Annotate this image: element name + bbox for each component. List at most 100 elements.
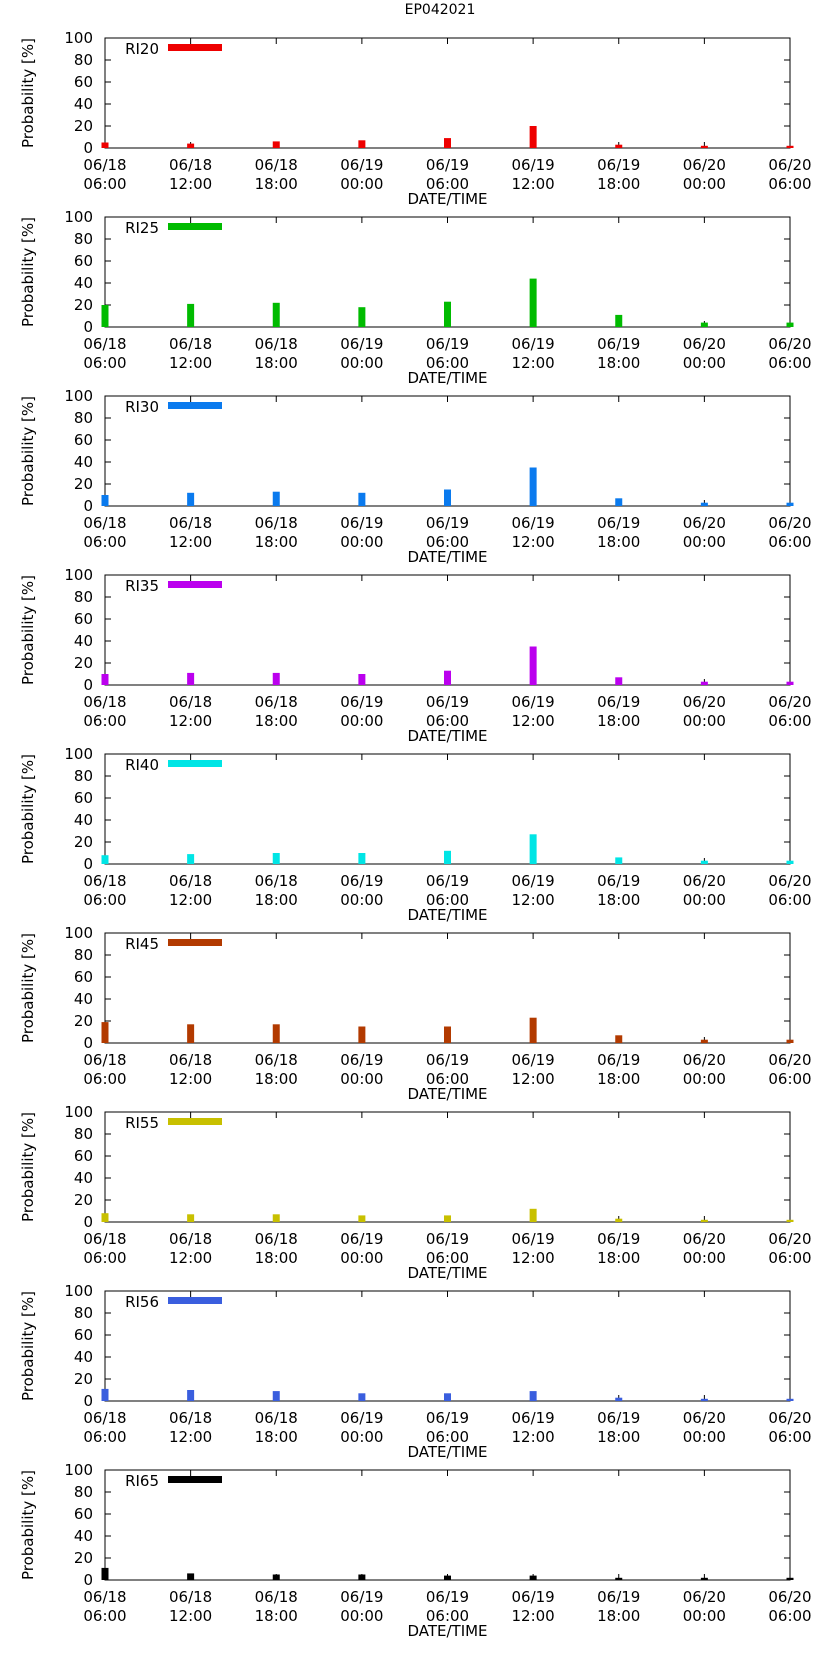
bar-ri65-1: [187, 1573, 195, 1580]
x-tick-label-date: 06/20: [683, 335, 726, 353]
x-tick-label-time: 06:00: [768, 1070, 811, 1088]
x-tick-label-time: 06:00: [426, 1249, 469, 1267]
x-tick-label-date: 06/19: [340, 1409, 383, 1427]
x-tick-label-time: 06:00: [768, 175, 811, 193]
legend-label: RI65: [125, 1472, 159, 1490]
x-tick-label-date: 06/18: [169, 514, 212, 532]
bar-ri30-4: [444, 489, 451, 506]
x-tick-label-date: 06/18: [255, 693, 298, 711]
x-tick-label-time: 18:00: [255, 1428, 298, 1446]
x-tick-label-time: 00:00: [683, 712, 726, 730]
x-tick-label-time: 12:00: [512, 1249, 555, 1267]
x-tick-label-time: 00:00: [340, 175, 383, 193]
y-tick-label: 0: [83, 139, 93, 157]
y-tick-label: 60: [74, 1326, 93, 1344]
y-tick-label: 80: [74, 51, 93, 69]
bar-ri65-2: [272, 1574, 280, 1580]
x-tick-label-date: 06/18: [169, 156, 212, 174]
x-tick-label-date: 06/19: [597, 1230, 640, 1248]
x-tick-label-date: 06/18: [255, 156, 298, 174]
x-tick-label-time: 06:00: [426, 1428, 469, 1446]
y-tick-label: 100: [64, 1103, 93, 1121]
bar-ri30-5: [529, 467, 537, 506]
x-tick-label-time: 18:00: [255, 712, 298, 730]
x-tick-label-time: 06:00: [426, 354, 469, 372]
x-tick-label-time: 06:00: [83, 1070, 126, 1088]
x-tick-label-time: 18:00: [597, 1070, 640, 1088]
y-tick-label: 0: [83, 1213, 93, 1231]
x-tick-label-date: 06/20: [768, 1409, 811, 1427]
x-tick-label-date: 06/18: [255, 514, 298, 532]
y-axis-label: Probability [%]: [19, 575, 37, 685]
x-tick-label-time: 12:00: [169, 1428, 212, 1446]
bar-ri55-8: [786, 1219, 794, 1222]
x-tick-label-date: 06/19: [512, 693, 555, 711]
x-tick-label-time: 06:00: [83, 1428, 126, 1446]
x-tick-label-date: 06/19: [340, 335, 383, 353]
x-tick-label-date: 06/19: [512, 514, 555, 532]
y-tick-label: 40: [74, 95, 93, 113]
x-tick-label-time: 06:00: [83, 1607, 126, 1625]
x-tick-label-date: 06/18: [255, 1409, 298, 1427]
legend-label: RI56: [125, 1293, 159, 1311]
y-tick-label: 0: [83, 855, 93, 873]
bar-ri65-8: [786, 1577, 794, 1580]
x-axis-label: DATE/TIME: [407, 1085, 487, 1103]
x-tick-label-time: 06:00: [83, 891, 126, 909]
x-tick-label-time: 18:00: [597, 891, 640, 909]
x-tick-label-date: 06/19: [597, 1588, 640, 1606]
x-tick-label-time: 06:00: [426, 1607, 469, 1625]
bar-ri65-5: [529, 1575, 537, 1580]
x-axis-label: DATE/TIME: [407, 1443, 487, 1461]
x-tick-label-date: 06/19: [340, 693, 383, 711]
plot-frame: [104, 1111, 791, 1223]
y-axis-label: Probability [%]: [19, 1291, 37, 1401]
x-tick-label-date: 06/20: [683, 1230, 726, 1248]
x-tick-label-date: 06/20: [768, 693, 811, 711]
legend-swatch: [168, 223, 222, 230]
x-tick-label-date: 06/19: [512, 335, 555, 353]
bar-ri65-0: [101, 1567, 109, 1580]
x-tick-label-date: 06/20: [768, 335, 811, 353]
x-tick-label-date: 06/18: [83, 872, 126, 890]
x-tick-label-date: 06/19: [512, 1230, 555, 1248]
bar-ri35-7: [700, 681, 708, 685]
x-tick-label-time: 06:00: [83, 354, 126, 372]
y-tick-label: 100: [64, 29, 93, 47]
x-tick-label-time: 00:00: [683, 1070, 726, 1088]
x-tick-label-time: 12:00: [169, 712, 212, 730]
x-tick-label-date: 06/20: [683, 693, 726, 711]
y-tick-label: 40: [74, 1348, 93, 1366]
x-tick-label-time: 12:00: [169, 1607, 212, 1625]
x-tick-label-time: 00:00: [340, 1249, 383, 1267]
y-tick-label: 100: [64, 745, 93, 763]
x-axis-label: DATE/TIME: [407, 1622, 487, 1640]
y-tick-label: 40: [74, 632, 93, 650]
x-tick-label-time: 18:00: [597, 354, 640, 372]
bar-ri55-7: [700, 1219, 708, 1222]
bar-ri65-3: [358, 1574, 366, 1580]
x-tick-label-time: 18:00: [255, 175, 298, 193]
legend-label: RI20: [125, 40, 159, 58]
y-axis-label: Probability [%]: [19, 754, 37, 864]
y-tick-label: 20: [74, 1012, 93, 1030]
x-axis-label: DATE/TIME: [407, 548, 487, 566]
x-tick-label-date: 06/19: [426, 872, 469, 890]
y-tick-label: 60: [74, 789, 93, 807]
x-tick-label-time: 06:00: [768, 533, 811, 551]
x-tick-label-date: 06/20: [768, 514, 811, 532]
x-tick-label-date: 06/19: [340, 872, 383, 890]
y-tick-label: 20: [74, 654, 93, 672]
x-tick-label-date: 06/18: [83, 1409, 126, 1427]
bar-ri40-3: [358, 853, 366, 864]
x-tick-label-date: 06/18: [255, 872, 298, 890]
x-tick-label-time: 06:00: [768, 1607, 811, 1625]
x-tick-label-date: 06/18: [255, 1588, 298, 1606]
figure-title: EP042021: [405, 2, 476, 18]
bar-ri56-5: [529, 1391, 537, 1401]
bar-ri25-5: [529, 278, 537, 327]
x-tick-label-time: 00:00: [683, 1607, 726, 1625]
bar-ri45-4: [444, 1026, 451, 1043]
